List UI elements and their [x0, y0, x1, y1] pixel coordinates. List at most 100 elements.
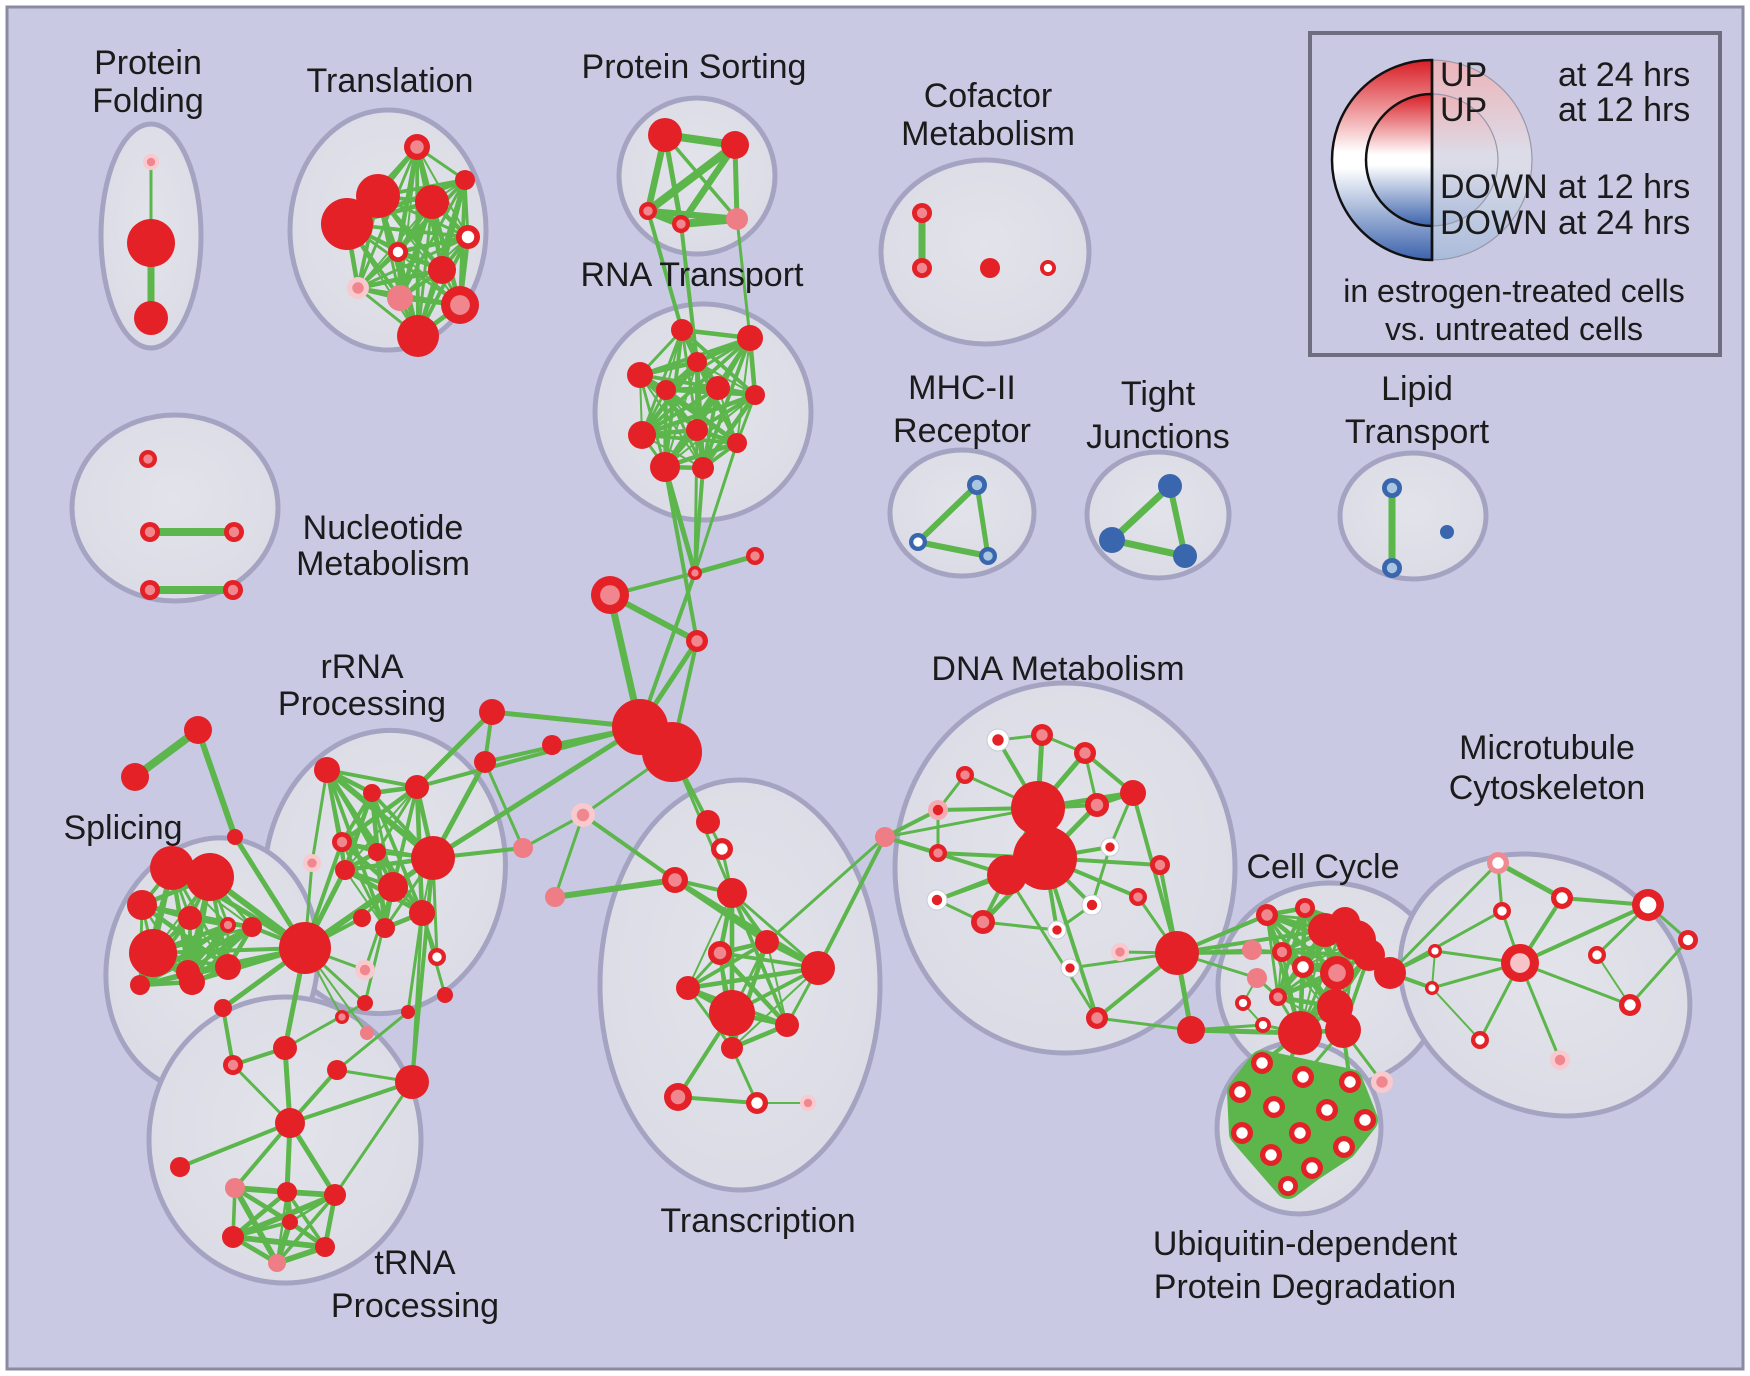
node-inner-core-12h — [976, 915, 990, 929]
network-node — [268, 1254, 286, 1272]
network-node — [1440, 525, 1454, 539]
node-inner-core-12h — [697, 462, 709, 474]
node-inner-core-12h — [1165, 941, 1189, 965]
network-node — [1173, 544, 1197, 568]
network-edge — [335, 1010, 410, 1072]
network-node — [642, 722, 702, 782]
network-node — [686, 630, 708, 652]
network-node — [912, 203, 932, 223]
network-node — [1278, 1011, 1322, 1055]
node-inner-core-12h — [291, 934, 319, 962]
node-inner-core-12h — [339, 864, 351, 876]
network-edge — [190, 925, 254, 984]
node-inner-core-12h — [780, 1018, 794, 1032]
network-edge — [765, 835, 887, 944]
node-inner-core-12h — [1052, 925, 1062, 935]
network-node — [639, 202, 657, 220]
network-node — [227, 829, 243, 845]
network-edge — [230, 1192, 338, 1240]
node-inner-core-12h — [385, 879, 401, 895]
network-node — [1085, 793, 1109, 817]
network-node — [378, 872, 408, 902]
node-inner-core-12h — [282, 1115, 298, 1131]
network-node — [332, 832, 352, 852]
node-inner-core-12h — [360, 998, 370, 1008]
network-node — [327, 1060, 347, 1080]
node-inner-core-12h — [479, 756, 491, 768]
node-inner-core-12h — [724, 885, 740, 901]
node-inner-core-12h — [576, 808, 590, 822]
network-node — [1158, 474, 1182, 498]
network-node — [727, 433, 747, 453]
node-inner-core-12h — [713, 946, 727, 960]
node-inner-core-12h — [485, 705, 499, 719]
network-node — [140, 522, 160, 542]
network-node — [1099, 527, 1125, 553]
node-inner-core-12h — [1428, 984, 1436, 992]
node-inner-core-12h — [1288, 1021, 1312, 1045]
node-inner-core-12h — [1091, 1012, 1103, 1024]
network-node — [1242, 940, 1262, 960]
node-inner-core-12h — [656, 736, 688, 768]
node-inner-core-12h — [227, 1059, 239, 1071]
network-node — [215, 954, 241, 980]
node-inner-core-12h — [379, 922, 391, 934]
network-node — [1425, 981, 1439, 995]
network-node — [1316, 1099, 1338, 1121]
network-edge — [415, 725, 642, 789]
node-inner-core-12h — [1105, 533, 1119, 547]
legend-row-time-3: at 24 hrs — [1558, 204, 1690, 242]
network-node — [775, 1013, 799, 1037]
node-inner-core-12h — [146, 157, 156, 167]
cluster-ellipse-cofactor-metabolism — [878, 157, 1092, 347]
node-inner-core-12h — [320, 763, 334, 777]
node-inner-core-12h — [726, 1042, 738, 1054]
network-node — [335, 860, 355, 880]
node-inner-core-12h — [127, 769, 143, 785]
cluster-ellipse-trna-processing — [146, 994, 424, 1286]
network-edge — [692, 553, 758, 576]
node-inner-core-12h — [357, 913, 367, 923]
network-node — [656, 380, 676, 400]
network-node — [428, 256, 456, 284]
node-inner-core-12h — [138, 230, 164, 256]
node-inner-core-12h — [160, 856, 184, 880]
network-edge — [581, 813, 677, 882]
node-inner-core-12h — [144, 526, 156, 538]
cluster-label-protein-folding: Protein Folding — [92, 44, 204, 120]
network-node — [967, 475, 987, 495]
node-inner-core-12h — [676, 324, 688, 336]
node-inner-core-12h — [338, 1013, 346, 1021]
node-inner-core-12h — [727, 137, 743, 153]
network-edge — [375, 785, 419, 854]
network-node — [279, 922, 331, 974]
node-inner-core-12h — [1268, 1101, 1280, 1113]
network-node — [324, 1184, 346, 1206]
network-node — [1333, 1136, 1355, 1158]
node-inner-core-12h — [1475, 1035, 1485, 1045]
node-inner-core-12h — [749, 389, 761, 401]
cluster-ellipse-lipid-transport — [1337, 450, 1489, 582]
network-node — [1235, 995, 1251, 1011]
network-node — [979, 547, 997, 565]
node-inner-core-12h — [285, 1217, 295, 1227]
node-inner-core-12h — [913, 537, 923, 547]
cluster-label-microtubule-cytoskeleton: Microtubule Cytoskeleton — [1449, 729, 1646, 807]
cluster-ellipse-transcription — [597, 777, 883, 1193]
node-inner-core-12h — [278, 1041, 292, 1055]
node-inner-core-12h — [983, 551, 993, 561]
node-inner-core-12h — [1325, 997, 1345, 1017]
network-node — [428, 948, 446, 966]
network-edge — [230, 1234, 328, 1250]
network-node — [711, 838, 733, 860]
network-node — [375, 918, 395, 938]
legend-row-time-1: at 12 hrs — [1558, 91, 1690, 129]
network-node — [912, 258, 932, 278]
node-inner-core-12h — [1154, 859, 1166, 871]
node-inner-core-12h — [352, 282, 364, 294]
network-node — [1086, 1007, 1108, 1029]
network-node — [1256, 904, 1278, 926]
cluster-label-mhc-ii-receptor: MHC-II Receptor — [893, 369, 1031, 450]
cluster-label-lipid-transport: Lipid Transport — [1345, 370, 1490, 451]
network-node — [441, 286, 479, 324]
